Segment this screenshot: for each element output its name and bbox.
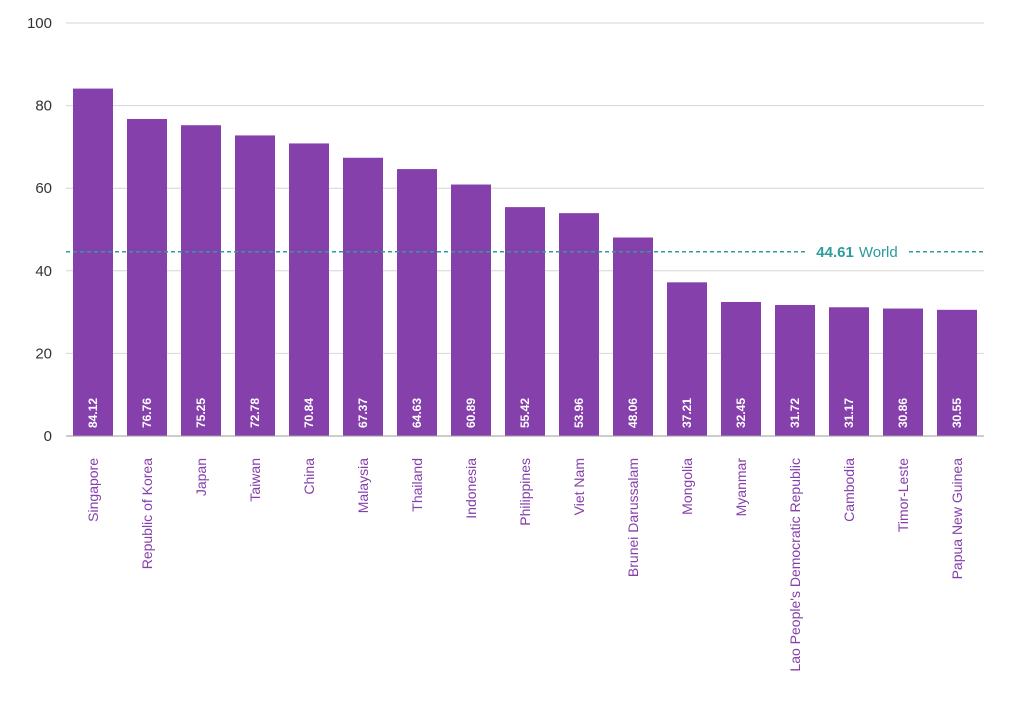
bar [73, 88, 113, 436]
category-label: Mongolia [679, 458, 695, 515]
bar-value-label: 30.55 [950, 398, 964, 428]
bar-value-label: 55.42 [518, 398, 532, 428]
y-tick-label: 20 [35, 345, 52, 362]
y-tick-label: 100 [27, 15, 52, 32]
bar [289, 143, 329, 437]
bar-value-label: 72.78 [248, 398, 262, 428]
bar-value-labels: 84.12 76.76 75.25 72.78 70.84 67.37 64.63 60.89… [86, 398, 964, 428]
bars [73, 88, 977, 437]
bar-value-label: 37.21 [680, 398, 694, 428]
bar [397, 169, 437, 436]
world-reference: 44.61 World [66, 244, 984, 261]
bar-value-label: 30.86 [896, 398, 910, 428]
bar [505, 207, 545, 436]
bar [667, 282, 707, 436]
bar [721, 301, 761, 436]
bar [613, 237, 653, 436]
category-label: Republic of Korea [139, 458, 155, 570]
bar-value-label: 70.84 [302, 398, 316, 428]
category-label: Lao People's Democratic Republic [787, 458, 803, 672]
bar-value-label: 53.96 [572, 398, 586, 428]
category-label: Malaysia [355, 458, 371, 513]
y-tick-label: 60 [35, 180, 52, 197]
bar [883, 308, 923, 436]
world-reference-name: World [859, 244, 898, 261]
bar-value-label: 67.37 [356, 398, 370, 428]
category-label: Brunei Darussalam [625, 458, 641, 577]
category-label: Papua New Guinea [949, 458, 965, 580]
bar [451, 184, 491, 436]
y-tick-label: 40 [35, 263, 52, 280]
bar [127, 118, 167, 436]
bar-value-label: 84.12 [86, 398, 100, 428]
category-label: Singapore [85, 458, 101, 522]
bar-value-label: 48.06 [626, 398, 640, 428]
category-label: Indonesia [463, 458, 479, 519]
bar [775, 304, 815, 436]
y-tick-label: 0 [44, 428, 52, 445]
bar [181, 125, 221, 436]
bar-value-label: 32.45 [734, 398, 748, 428]
category-label: Cambodia [841, 458, 857, 522]
bar-value-label: 31.17 [842, 398, 856, 428]
x-axis-category-labels: Singapore Republic of Korea Japan Taiwan Chi… [85, 458, 965, 672]
world-reference-label: 44.61 World [816, 244, 897, 261]
bar-value-label: 64.63 [410, 398, 424, 428]
world-reference-value: 44.61 [816, 244, 854, 261]
category-label: China [301, 458, 317, 495]
bar [829, 307, 869, 436]
category-label: Viet Nam [571, 458, 587, 515]
category-label: Taiwan [247, 458, 263, 502]
category-label: Philippines [517, 458, 533, 526]
bar [937, 309, 977, 436]
bar-value-label: 31.72 [788, 398, 802, 428]
bar-value-label: 76.76 [140, 398, 154, 428]
bar-value-label: 60.89 [464, 398, 478, 428]
y-axis-tick-labels: 0 20 40 60 80 100 [27, 15, 52, 445]
bar-value-label: 75.25 [194, 398, 208, 428]
category-label: Japan [193, 458, 209, 496]
bar [559, 213, 599, 436]
category-label: Timor-Leste [895, 458, 911, 532]
y-tick-label: 80 [35, 98, 52, 115]
category-label: Thailand [409, 458, 425, 512]
bar [343, 157, 383, 436]
bar [235, 135, 275, 437]
category-label: Myanmar [733, 458, 749, 517]
